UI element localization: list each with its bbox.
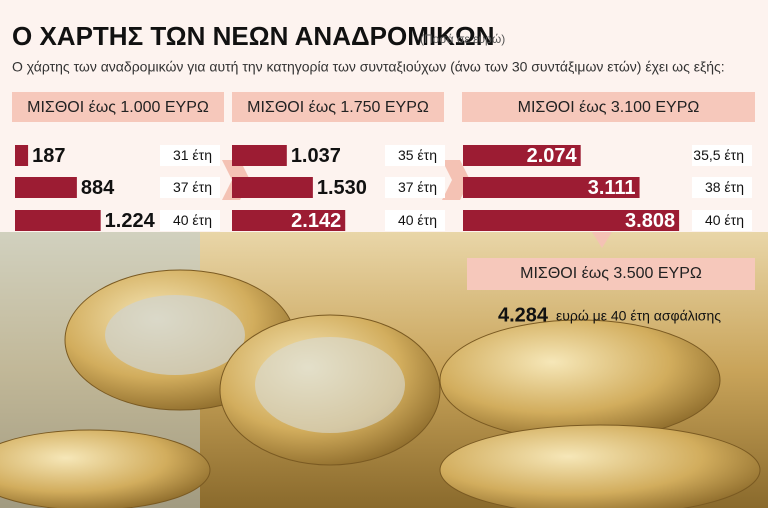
category-label: 35 έτη: [398, 147, 437, 163]
panel-title: ΜΙΣΘΟΙ έως 3.100 ΕΥΡΩ: [518, 99, 700, 116]
category-label: 38 έτη: [705, 179, 744, 195]
description: Ο χάρτης των αναδρομικών για αυτή την κα…: [12, 59, 725, 75]
value-label: 1.224: [105, 210, 156, 232]
bar: [232, 177, 313, 198]
category-box: [160, 145, 220, 166]
value-label: 187: [32, 145, 65, 167]
value-label: 1.530: [317, 177, 367, 199]
arrow: [592, 232, 612, 248]
category-box: [385, 177, 445, 198]
note-amount: 4.284: [498, 304, 549, 326]
category-label: 37 έτη: [173, 179, 212, 195]
category-label: 37 έτη: [398, 179, 437, 195]
category-box: [692, 145, 752, 166]
category-label: 31 έτη: [173, 147, 212, 163]
value-label: 3.111: [588, 177, 636, 199]
value-label: 884: [81, 177, 115, 199]
bar: [463, 145, 581, 166]
category-box: [385, 145, 445, 166]
panel-header: [462, 92, 755, 122]
bar: [15, 177, 77, 198]
category-label: 40 έτη: [398, 212, 437, 228]
note-text: ευρώ με 40 έτη ασφάλισης: [556, 308, 721, 324]
bar: [232, 210, 346, 231]
note-title: ΜΙΣΘΟΙ έως 3.500 ΕΥΡΩ: [520, 265, 702, 282]
panel-title: ΜΙΣΘΟΙ έως 1.750 ΕΥΡΩ: [247, 99, 429, 116]
value-label: 3.808: [625, 210, 675, 232]
subtitle: (Ποσά σε ευρώ): [420, 32, 505, 46]
bar: [232, 145, 287, 166]
category-box: [692, 177, 752, 198]
value-label: 2.074: [527, 145, 578, 167]
value-label: 2.142: [291, 210, 341, 232]
category-box: [692, 210, 752, 231]
panel-header: [12, 92, 224, 122]
note-header: [467, 258, 755, 290]
category-box: [160, 177, 220, 198]
category-label: 40 έτη: [173, 212, 212, 228]
bar: [463, 210, 680, 231]
bar: [15, 210, 101, 231]
category-label: 40 έτη: [705, 212, 744, 228]
bar: [15, 145, 29, 166]
title: Ο ΧΑΡΤΗΣ ΤΩΝ ΝΕΩΝ ΑΝΑΔΡΟΜΙΚΩΝ: [12, 21, 495, 51]
category-box: [160, 210, 220, 231]
category-label: 35,5 έτη: [693, 147, 744, 163]
panel-title: ΜΙΣΘΟΙ έως 1.000 ΕΥΡΩ: [27, 99, 209, 116]
panel-header: [232, 92, 444, 122]
value-label: 1.037: [291, 145, 341, 167]
category-box: [385, 210, 445, 231]
bar: [463, 177, 640, 198]
